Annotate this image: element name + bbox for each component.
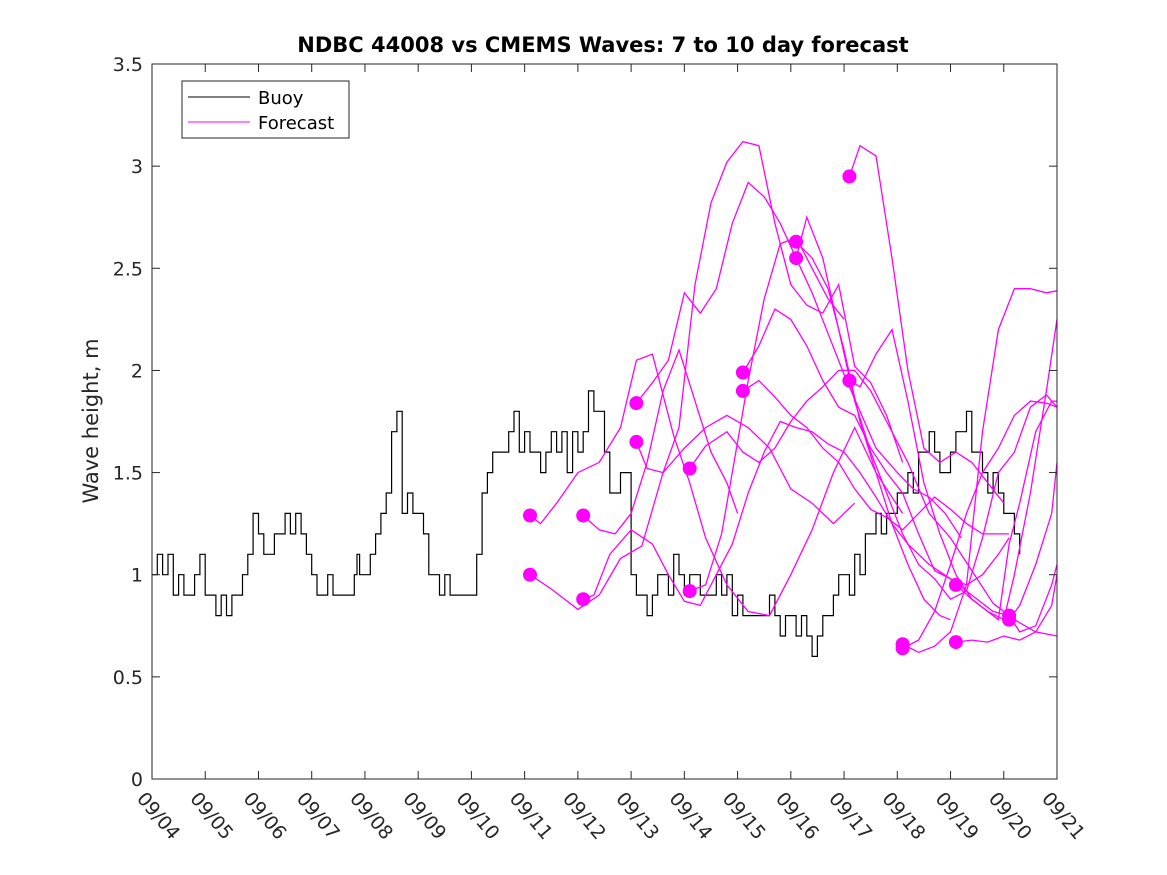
y-tick-label: 2 (131, 360, 143, 382)
y-tick-label: 2.5 (113, 258, 143, 280)
legend: Buoy Forecast (181, 80, 350, 139)
forecast-series-line-15 (902, 400, 1058, 649)
y-tick-label: 0.5 (113, 667, 143, 689)
y-tick-label: 1 (131, 565, 143, 587)
forecast-series-line-3 (582, 420, 1010, 617)
forecast-series-line-10 (742, 379, 1010, 535)
forecast-start-marker-14 (842, 373, 857, 388)
forecast-series-line-13 (848, 144, 1005, 504)
y-tick-label: 3.5 (113, 54, 143, 76)
forecast-series-line-8 (689, 236, 845, 592)
forecast-start-marker-20 (1002, 612, 1017, 627)
legend-box (181, 80, 350, 139)
chart-title: NDBC 44008 vs CMEMS Waves: 7 to 10 day f… (297, 33, 908, 57)
forecast-start-marker-18 (948, 635, 963, 650)
forecast-series-line-20 (1008, 462, 1058, 621)
forecast-series-line-7 (689, 369, 1058, 637)
forecast-series-line-19 (1008, 564, 1058, 633)
forecast-start-marker-13 (842, 169, 857, 184)
forecast-series-line-16 (902, 288, 1058, 654)
forecast-start-marker-6 (629, 434, 644, 449)
forecast-start-marker-1 (523, 567, 537, 582)
forecast-series-line-2 (529, 353, 904, 617)
plot-area (152, 140, 1058, 657)
y-tick-label: 3 (131, 156, 143, 178)
forecast-series-line-4 (582, 348, 739, 535)
forecast-start-marker-4 (576, 508, 591, 523)
forecast-start-marker-12 (789, 251, 804, 266)
forecast-start-marker-16 (895, 637, 910, 652)
forecast-series-line-17 (955, 319, 1058, 621)
forecast-start-marker-5 (629, 396, 644, 411)
y-axis-label: Wave height, m (79, 338, 103, 503)
forecast-series-line-18 (955, 574, 1058, 643)
y-tick-label: 0 (131, 769, 143, 791)
forecast-start-marker-11 (789, 234, 804, 249)
forecast-start-marker-17 (948, 577, 963, 592)
forecast-series-line-11 (795, 241, 951, 621)
buoy-series-line (152, 390, 1021, 657)
legend-buoy-label: Buoy (258, 88, 304, 109)
forecast-start-marker-2 (523, 508, 537, 523)
y-tick-label: 1.5 (113, 463, 143, 485)
axes-frame (151, 63, 1058, 780)
forecast-start-marker-7 (682, 461, 697, 476)
forecast-series-line-6 (635, 140, 904, 474)
forecast-series-line-14 (849, 327, 1057, 621)
forecast-start-marker-9 (735, 365, 750, 380)
forecast-start-marker-8 (682, 584, 697, 599)
legend-forecast-label: Forecast (258, 113, 334, 134)
forecast-start-marker-10 (735, 383, 750, 398)
forecast-start-marker-3 (576, 592, 591, 607)
forecast-series-line-12 (795, 215, 1058, 601)
